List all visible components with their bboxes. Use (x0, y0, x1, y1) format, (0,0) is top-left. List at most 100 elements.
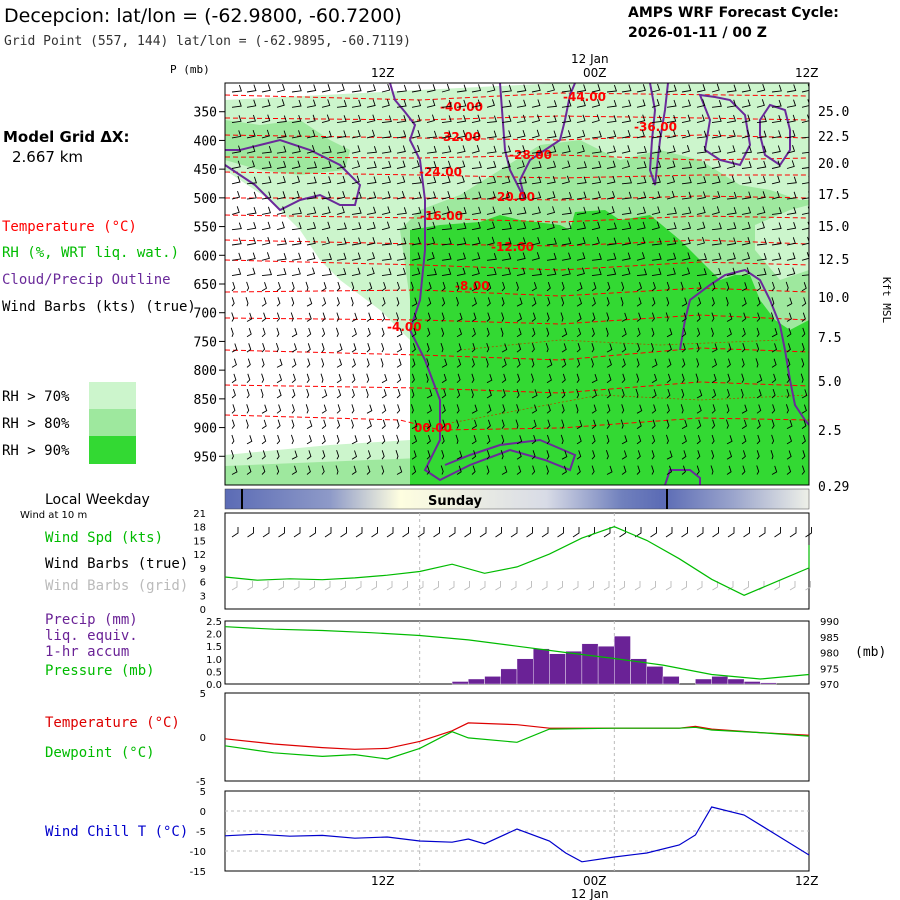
wind-barb (276, 145, 287, 154)
wind-barb (651, 206, 661, 215)
wind-barb (741, 297, 747, 307)
wind-barb (246, 373, 251, 384)
wind-barb (531, 404, 538, 414)
wind-barb (426, 312, 431, 322)
wind-barb (261, 465, 266, 475)
wind-barb (261, 114, 271, 124)
wind-barb (756, 297, 761, 307)
wind-barb (366, 327, 371, 338)
wind-barb (711, 343, 718, 353)
wind-barb (546, 434, 550, 445)
wind-barb-true (743, 527, 750, 538)
wind-barb (576, 312, 582, 322)
wind-barb (681, 435, 687, 445)
model-grid-value: 2.667 km (12, 148, 83, 166)
wind-barb (531, 84, 541, 93)
wind-barb (606, 343, 613, 353)
wind-barb (576, 297, 583, 307)
wind-barb-true (464, 527, 471, 538)
wind-barb (231, 312, 235, 322)
wind-barb (456, 130, 466, 139)
precip-bar (743, 681, 761, 685)
wind-barb (606, 99, 617, 108)
wind-barb (606, 206, 615, 215)
wind-barb (501, 160, 511, 169)
wind-barb-grid (805, 581, 811, 591)
wind-barb-grid (262, 581, 269, 591)
wind-barb (576, 161, 587, 169)
wind-barb (231, 358, 237, 368)
wind-barb (546, 145, 557, 154)
pressure-tick-label: 985 (820, 633, 839, 644)
wind-barb (351, 130, 361, 139)
isotherm-label: -16.00 (420, 209, 463, 223)
wind-barb (426, 114, 435, 124)
wind-barb (411, 267, 421, 277)
wind-barb (696, 297, 702, 307)
wind-barb (516, 176, 527, 185)
wind-barb (261, 419, 267, 429)
rh80-patch (225, 120, 350, 175)
wind-barb (651, 404, 657, 414)
temp-tick-label: 0 (200, 733, 206, 744)
wind-barb (381, 389, 387, 399)
wind-barb (381, 130, 392, 139)
wind-barb (665, 312, 669, 322)
wind-barb (696, 191, 706, 200)
wind-barb (426, 268, 437, 277)
dew-contours (439, 339, 809, 426)
wind-barb (771, 434, 775, 445)
wind-barb (396, 419, 400, 429)
wind-barb (546, 252, 557, 261)
wind-barb (471, 343, 476, 353)
wind-barb (621, 373, 626, 384)
wind-barb (261, 236, 271, 246)
wind-barb (561, 267, 571, 277)
wind-barb (276, 389, 282, 399)
wind-barb (576, 206, 587, 215)
wind-barb (666, 207, 677, 215)
wind-barb (291, 145, 301, 154)
wind-barb (591, 145, 602, 154)
wind-barb (501, 419, 505, 429)
wind-barb (486, 434, 491, 445)
wind-barb (306, 297, 313, 307)
wind-barb (426, 130, 438, 139)
wind-barb (771, 328, 778, 338)
wind-barb (696, 253, 708, 261)
wind-barb (366, 312, 372, 322)
wind-barb (621, 281, 625, 292)
wind-barb (651, 389, 657, 399)
wind-barb (501, 297, 505, 307)
wind-chill-legend: Wind Chill T (°C) (45, 824, 188, 840)
wind-barb (336, 83, 345, 93)
wind-barb (591, 450, 596, 460)
wind-barb (771, 267, 781, 277)
rh70-patch-right (755, 205, 809, 280)
wind-barb (740, 388, 744, 399)
wind-barb (501, 465, 508, 475)
wind-panel: 0 3 6 9 12 15 18 21 (193, 509, 812, 616)
wind-barb (576, 435, 582, 445)
wind-barb (651, 373, 658, 384)
wind-barb (786, 343, 791, 353)
wind-barb (591, 160, 602, 169)
wind-barb (651, 237, 662, 246)
wind-barb (321, 343, 325, 353)
wind-barb (320, 373, 324, 383)
wind-barb (441, 115, 452, 124)
wind-barb (621, 160, 630, 169)
wind-barb (786, 388, 790, 399)
wind-barb (426, 465, 430, 475)
wind-barb (621, 114, 631, 124)
wind-barb (606, 145, 617, 154)
wind-barb-true (247, 527, 254, 538)
wind-barb (486, 373, 493, 384)
wind-barb-grid (510, 581, 517, 591)
legend-temperature: Temperature (°C) (2, 219, 137, 235)
wind-barb (546, 221, 555, 231)
wind-barb (440, 342, 444, 353)
wind-barb (366, 297, 372, 307)
wind-barb (591, 268, 602, 277)
precip-tick-label: 0.5 (206, 667, 222, 678)
